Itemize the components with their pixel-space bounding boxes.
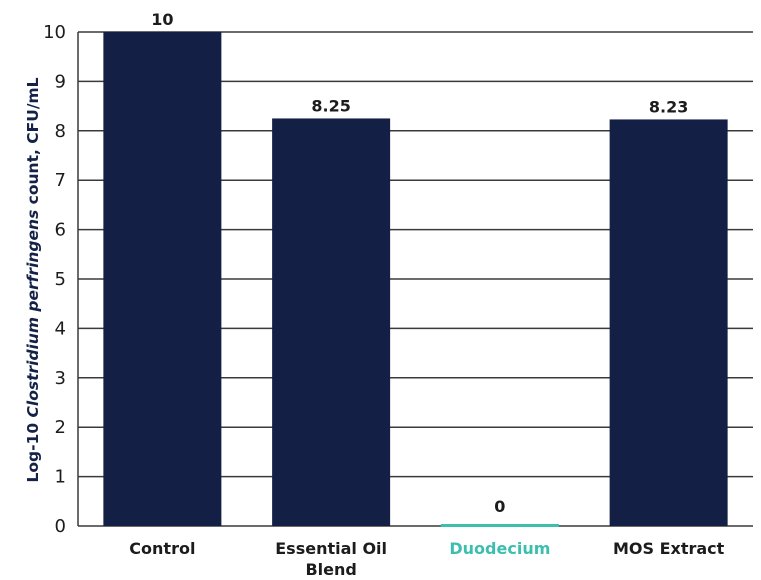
y-tick-label: 4: [55, 318, 66, 339]
bar: [272, 118, 391, 526]
y-tick-label: 10: [43, 22, 66, 43]
value-label: 8.23: [649, 97, 688, 116]
value-label: 0: [494, 497, 505, 516]
y-tick-label: 8: [55, 121, 66, 142]
x-category-label: Essential Oil: [275, 539, 387, 558]
y-axis-title: Log-10 Clostridium perfringens count, CF…: [24, 77, 42, 482]
x-category-label: Blend: [305, 560, 356, 579]
y-tick-label: 5: [55, 269, 66, 290]
y-tick-label: 0: [55, 516, 66, 537]
bar: [103, 32, 222, 526]
y-tick-label: 2: [55, 417, 66, 438]
x-category-label: Control: [129, 539, 195, 558]
value-label: 8.25: [311, 96, 350, 115]
bars: [103, 32, 728, 527]
value-label: 10: [151, 10, 173, 29]
y-axis-title-suffix: count, CFU/mL: [24, 77, 42, 209]
y-axis-title-prefix: Log-10: [24, 417, 42, 482]
y-tick-label: 3: [55, 368, 66, 389]
y-axis-title-italic: Clostridium perfringens: [24, 210, 42, 418]
value-labels: 10 8.25 0 8.23: [151, 10, 688, 516]
x-axis-categories: Control Essential Oil Blend Duodecium MOS Ex…: [129, 539, 724, 579]
x-category-label: MOS Extract: [613, 539, 725, 558]
y-axis-ticks: 0 1 2 3 4 5 6 7 8 9 10: [43, 22, 66, 537]
x-category-label: Duodecium: [449, 539, 550, 558]
bar: [609, 119, 728, 527]
bar: [440, 524, 559, 527]
y-tick-label: 7: [55, 170, 66, 191]
y-tick-label: 6: [55, 220, 66, 241]
y-tick-label: 1: [55, 467, 66, 488]
y-tick-label: 9: [55, 71, 66, 92]
